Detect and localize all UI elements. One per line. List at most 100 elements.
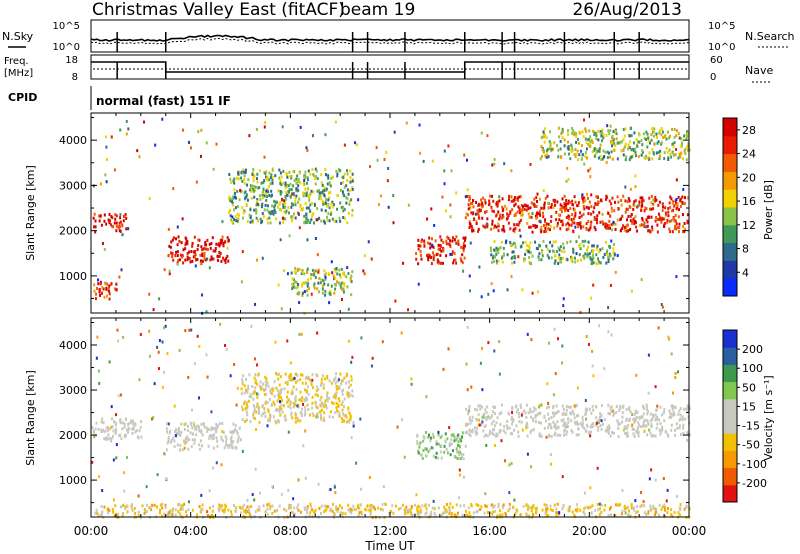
velocity-cell bbox=[350, 375, 353, 379]
velocity-cell bbox=[416, 506, 419, 510]
power-cell bbox=[534, 240, 537, 244]
velocity-cell bbox=[595, 416, 598, 420]
velocity-cell bbox=[377, 506, 380, 510]
power-cell bbox=[584, 137, 587, 141]
velocity-cell bbox=[459, 445, 462, 449]
velocity-cell bbox=[340, 403, 343, 407]
power-cell bbox=[311, 212, 314, 216]
velocity-cell bbox=[238, 426, 241, 430]
power-cell bbox=[659, 129, 662, 133]
velocity-cell bbox=[194, 427, 197, 431]
power-cell bbox=[306, 293, 309, 297]
velocity-cell bbox=[642, 406, 645, 410]
power-cell bbox=[604, 150, 607, 154]
velocity-cell bbox=[625, 431, 628, 435]
velocity-cell bbox=[583, 491, 586, 495]
power-cell bbox=[208, 242, 211, 246]
power-cell bbox=[299, 181, 302, 185]
colorbar-segment bbox=[723, 207, 737, 226]
velocity-cell bbox=[677, 370, 680, 374]
velocity-cell bbox=[226, 444, 229, 448]
velocity-cell bbox=[440, 513, 443, 517]
power-cell bbox=[602, 255, 605, 259]
velocity-cell bbox=[522, 504, 525, 508]
power-cell bbox=[194, 258, 197, 262]
power-cell bbox=[542, 223, 545, 227]
velocity-cell bbox=[635, 411, 638, 415]
power-cell bbox=[688, 148, 691, 152]
power-cell bbox=[675, 134, 678, 138]
velocity-cell bbox=[131, 431, 134, 435]
velocity-cell bbox=[294, 420, 297, 424]
power-cell bbox=[295, 280, 298, 284]
power-cell bbox=[637, 154, 640, 158]
power-cell bbox=[510, 275, 513, 279]
velocity-cell bbox=[590, 511, 593, 515]
velocity-cell bbox=[476, 408, 479, 412]
velocity-cell bbox=[344, 414, 347, 418]
power-cell bbox=[643, 136, 646, 140]
power-cell bbox=[606, 156, 609, 160]
power-cell bbox=[308, 193, 311, 197]
power-cell bbox=[259, 217, 262, 221]
power-cell bbox=[682, 225, 685, 229]
velocity-cell bbox=[112, 429, 115, 433]
velocity-cell bbox=[467, 409, 470, 413]
velocity-cell bbox=[444, 510, 447, 514]
velocity-cell bbox=[538, 432, 541, 436]
velocity-cell bbox=[275, 407, 278, 411]
power-cell bbox=[349, 176, 352, 180]
velocity-cell bbox=[650, 468, 653, 472]
velocity-cell bbox=[566, 430, 569, 434]
power-cell bbox=[205, 247, 208, 251]
power-cell bbox=[570, 148, 573, 152]
power-cell bbox=[214, 249, 217, 253]
power-cell bbox=[560, 132, 563, 136]
power-cell bbox=[571, 199, 574, 203]
power-cell bbox=[588, 252, 591, 256]
power-cell bbox=[595, 253, 598, 257]
power-cell bbox=[323, 282, 326, 286]
velocity-cell bbox=[416, 433, 419, 437]
velocity-cell bbox=[444, 508, 447, 512]
velocity-cell bbox=[370, 364, 373, 368]
velocity-cell bbox=[307, 407, 310, 411]
power-cell bbox=[624, 127, 627, 131]
velocity-cell bbox=[222, 509, 225, 513]
power-cell bbox=[119, 220, 122, 224]
velocity-cell bbox=[104, 437, 107, 441]
power-cell bbox=[285, 197, 288, 201]
velocity-cell bbox=[193, 362, 196, 366]
power-cell bbox=[661, 209, 664, 213]
power-cell bbox=[294, 203, 297, 207]
velocity-cell bbox=[315, 373, 318, 377]
power-cell bbox=[272, 212, 275, 216]
velocity-cell bbox=[457, 496, 460, 500]
power-cell bbox=[417, 244, 420, 248]
velocity-cell bbox=[112, 498, 115, 502]
power-cell bbox=[490, 253, 493, 257]
velocity-cell bbox=[654, 510, 657, 514]
power-cell bbox=[227, 259, 230, 263]
velocity-cell bbox=[225, 437, 228, 441]
velocity-cell bbox=[131, 509, 134, 513]
power-cell bbox=[628, 158, 631, 162]
velocity-cell bbox=[525, 512, 528, 516]
velocity-cell bbox=[534, 420, 537, 424]
power-cell bbox=[236, 176, 239, 180]
velocity-cell bbox=[106, 429, 109, 433]
velocity-cell bbox=[670, 508, 673, 512]
velocity-cell bbox=[492, 419, 495, 423]
velocity-cell bbox=[673, 510, 676, 514]
power-cell bbox=[203, 257, 206, 261]
time-axis: 00:00 04:00 08:00 12:00 16:00 20:00 00:00 bbox=[74, 113, 706, 538]
velocity-cell bbox=[592, 408, 595, 412]
power-cell bbox=[468, 289, 471, 293]
velocity-cell bbox=[645, 512, 648, 516]
velocity-cell bbox=[633, 506, 636, 510]
power-cell bbox=[468, 195, 471, 199]
velocity-cell bbox=[434, 514, 437, 518]
power-cell bbox=[680, 141, 683, 145]
power-cell bbox=[604, 225, 607, 229]
power-cell bbox=[343, 185, 346, 189]
